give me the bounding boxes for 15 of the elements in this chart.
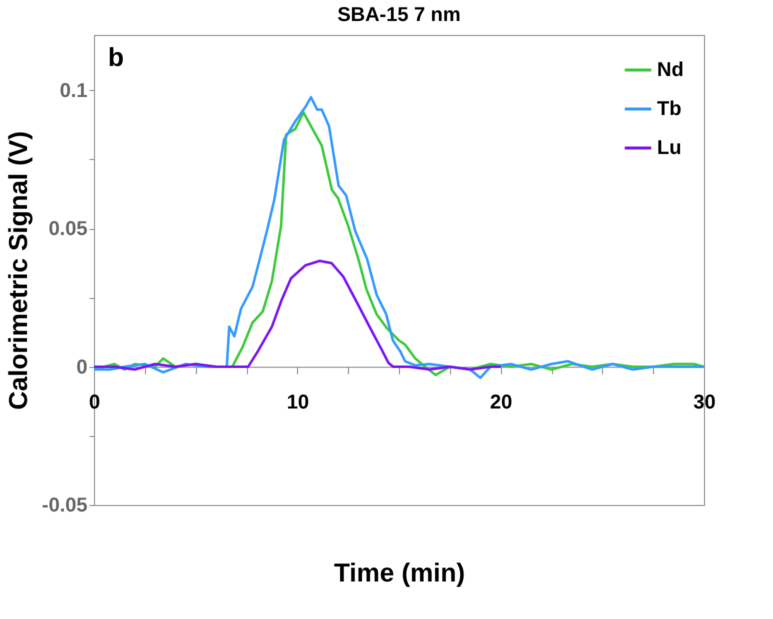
legend-label: Tb — [657, 98, 682, 120]
x-axis-title: Time (min) — [334, 558, 465, 588]
chart-title: SBA-15 7 nm — [337, 4, 461, 26]
annotation: b — [108, 42, 124, 72]
legend-label: Nd — [657, 59, 684, 81]
line-series — [94, 260, 502, 371]
x-tick-label: 30 — [693, 391, 716, 414]
y-tick-label: 0.05 — [48, 218, 88, 240]
y-tick-label: 0.1 — [60, 80, 88, 102]
x-tick-label: 20 — [490, 391, 512, 414]
y-tick-label: -0.05 — [42, 494, 88, 516]
x-tick-label: 10 — [286, 391, 309, 414]
legend-label: Lu — [657, 137, 682, 159]
y-tick-label: 0 — [76, 356, 88, 378]
y-axis-title: Calorimetric Signal (V) — [2, 131, 33, 410]
